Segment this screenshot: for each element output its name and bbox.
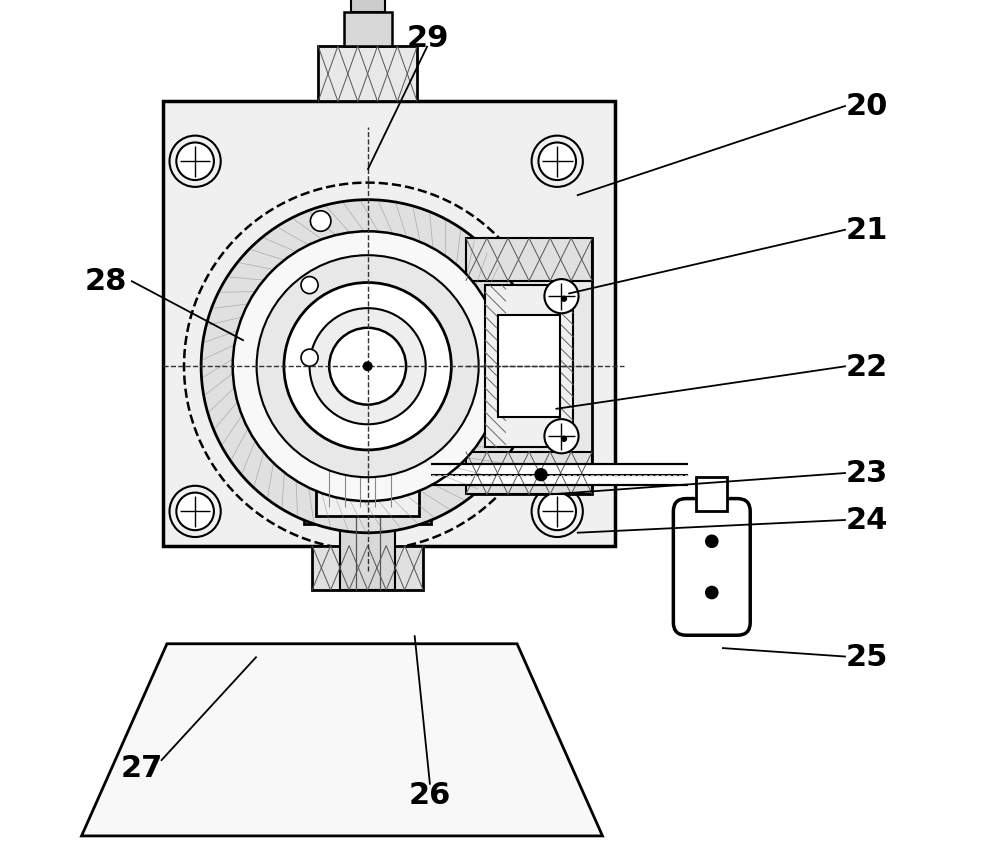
Circle shape [538, 143, 576, 181]
Bar [340, 435, 395, 590]
Bar [466, 239, 592, 495]
Text: 23: 23 [846, 459, 888, 488]
Circle shape [170, 136, 221, 188]
Text: 29: 29 [406, 24, 449, 53]
Text: 20: 20 [846, 92, 888, 121]
Text: 21: 21 [846, 216, 888, 245]
Circle shape [201, 200, 534, 533]
Bar [163, 102, 615, 546]
Circle shape [329, 328, 406, 405]
Circle shape [310, 309, 426, 425]
Circle shape [363, 363, 372, 371]
Circle shape [257, 256, 479, 478]
Circle shape [184, 183, 551, 550]
Circle shape [561, 437, 567, 442]
Text: 24: 24 [846, 506, 888, 535]
Circle shape [176, 493, 214, 531]
Circle shape [310, 212, 331, 232]
Circle shape [706, 587, 718, 599]
Circle shape [532, 486, 583, 537]
FancyBboxPatch shape [673, 499, 750, 635]
Bar [304, 426, 431, 525]
Circle shape [535, 469, 547, 481]
Bar [466, 452, 592, 495]
Bar [351, 0, 385, 13]
Circle shape [301, 277, 318, 294]
Bar [466, 239, 592, 281]
Circle shape [538, 493, 576, 531]
Text: 26: 26 [409, 780, 451, 809]
Circle shape [532, 136, 583, 188]
Bar [344, 13, 392, 47]
Bar [498, 316, 560, 418]
Bar [316, 434, 419, 516]
Circle shape [170, 486, 221, 537]
Circle shape [561, 297, 567, 302]
Circle shape [233, 232, 503, 502]
Bar [318, 47, 417, 102]
Circle shape [544, 280, 579, 314]
Text: 22: 22 [846, 352, 888, 381]
Bar [431, 466, 688, 485]
Text: 27: 27 [120, 753, 162, 782]
Text: 25: 25 [846, 642, 888, 671]
Circle shape [706, 536, 718, 548]
Circle shape [176, 143, 214, 181]
Circle shape [301, 350, 318, 367]
Bar [485, 286, 573, 448]
Circle shape [284, 283, 451, 450]
Circle shape [544, 420, 579, 454]
Polygon shape [82, 644, 602, 836]
Bar [696, 478, 727, 512]
Text: 28: 28 [84, 267, 127, 296]
Bar [312, 546, 423, 590]
